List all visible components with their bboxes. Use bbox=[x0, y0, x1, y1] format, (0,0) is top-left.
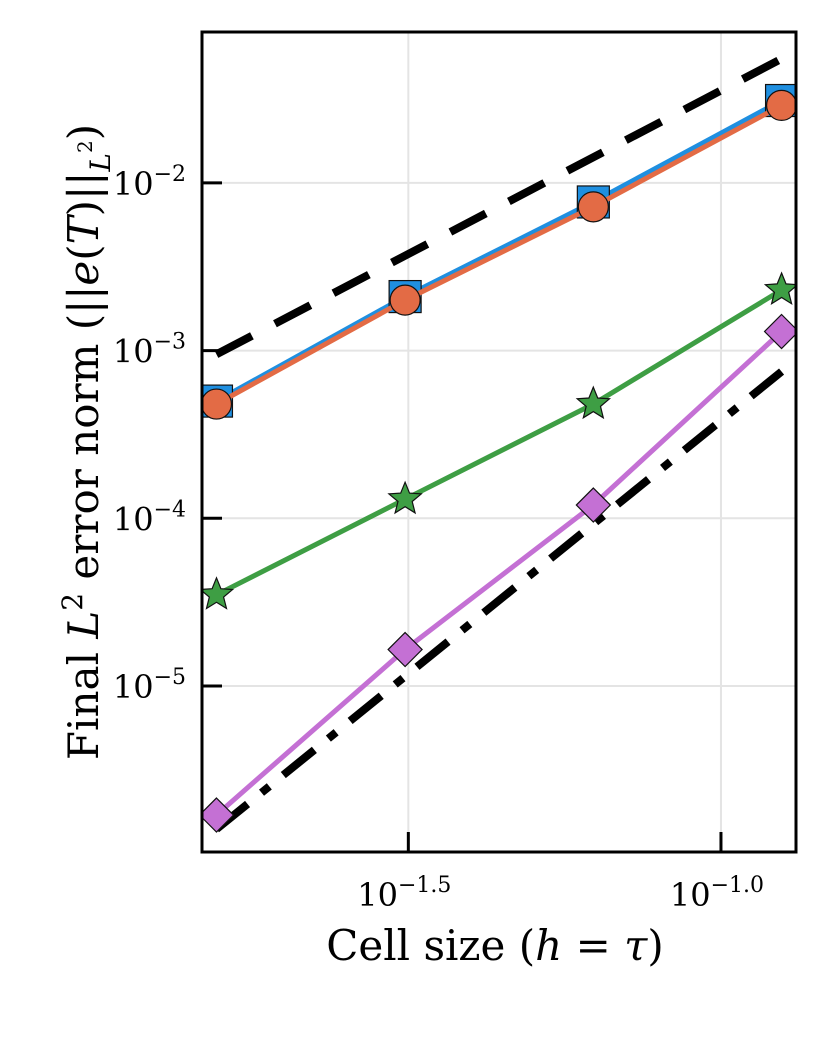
reference-lines bbox=[213, 55, 785, 833]
x-tick-label: 10−1.0 bbox=[670, 873, 764, 914]
y-tick-label: 10−3 bbox=[113, 330, 186, 371]
y-tick-label: 10−5 bbox=[113, 665, 186, 706]
method-2-circle-marker bbox=[577, 191, 609, 223]
method-2-line bbox=[215, 103, 783, 407]
method-4-diamond-marker bbox=[763, 313, 796, 350]
grid bbox=[202, 32, 796, 852]
order-2-reference bbox=[214, 55, 784, 358]
y-axis-label: Final L2 error norm (||e(T)||L2) bbox=[56, 124, 117, 760]
method-3-star-marker bbox=[575, 385, 612, 420]
plot-frame bbox=[200, 30, 798, 854]
method-4-line bbox=[214, 329, 784, 817]
method-2-circle-marker bbox=[389, 284, 421, 316]
method-4-diamond-marker bbox=[387, 631, 423, 668]
x-axis-label: Cell size (h = τ) bbox=[326, 921, 664, 970]
method-2-circle-marker bbox=[765, 89, 796, 121]
order-3-reference bbox=[213, 368, 785, 833]
method-2-series bbox=[202, 89, 796, 420]
y-tick-label: 10−4 bbox=[113, 497, 186, 538]
method-4-diamond-marker bbox=[202, 797, 235, 833]
method-4-series bbox=[202, 313, 796, 833]
method-3-star-marker bbox=[202, 576, 235, 610]
method-2-circle-marker bbox=[202, 388, 233, 420]
method-3-series bbox=[202, 271, 796, 610]
method-3-star-marker bbox=[763, 271, 796, 305]
x-tick-label: 10−1.5 bbox=[357, 873, 451, 914]
data-series bbox=[202, 83, 796, 833]
method-1-line bbox=[215, 98, 783, 404]
method-4-diamond-marker bbox=[575, 487, 612, 523]
method-3-line bbox=[215, 287, 783, 598]
axis-ticks: 10−1.5 10−1.0 10−2 10−3 10−4 10−5 bbox=[113, 162, 764, 914]
method-3-star-marker bbox=[387, 480, 423, 515]
y-tick-label: 10−2 bbox=[113, 162, 186, 203]
